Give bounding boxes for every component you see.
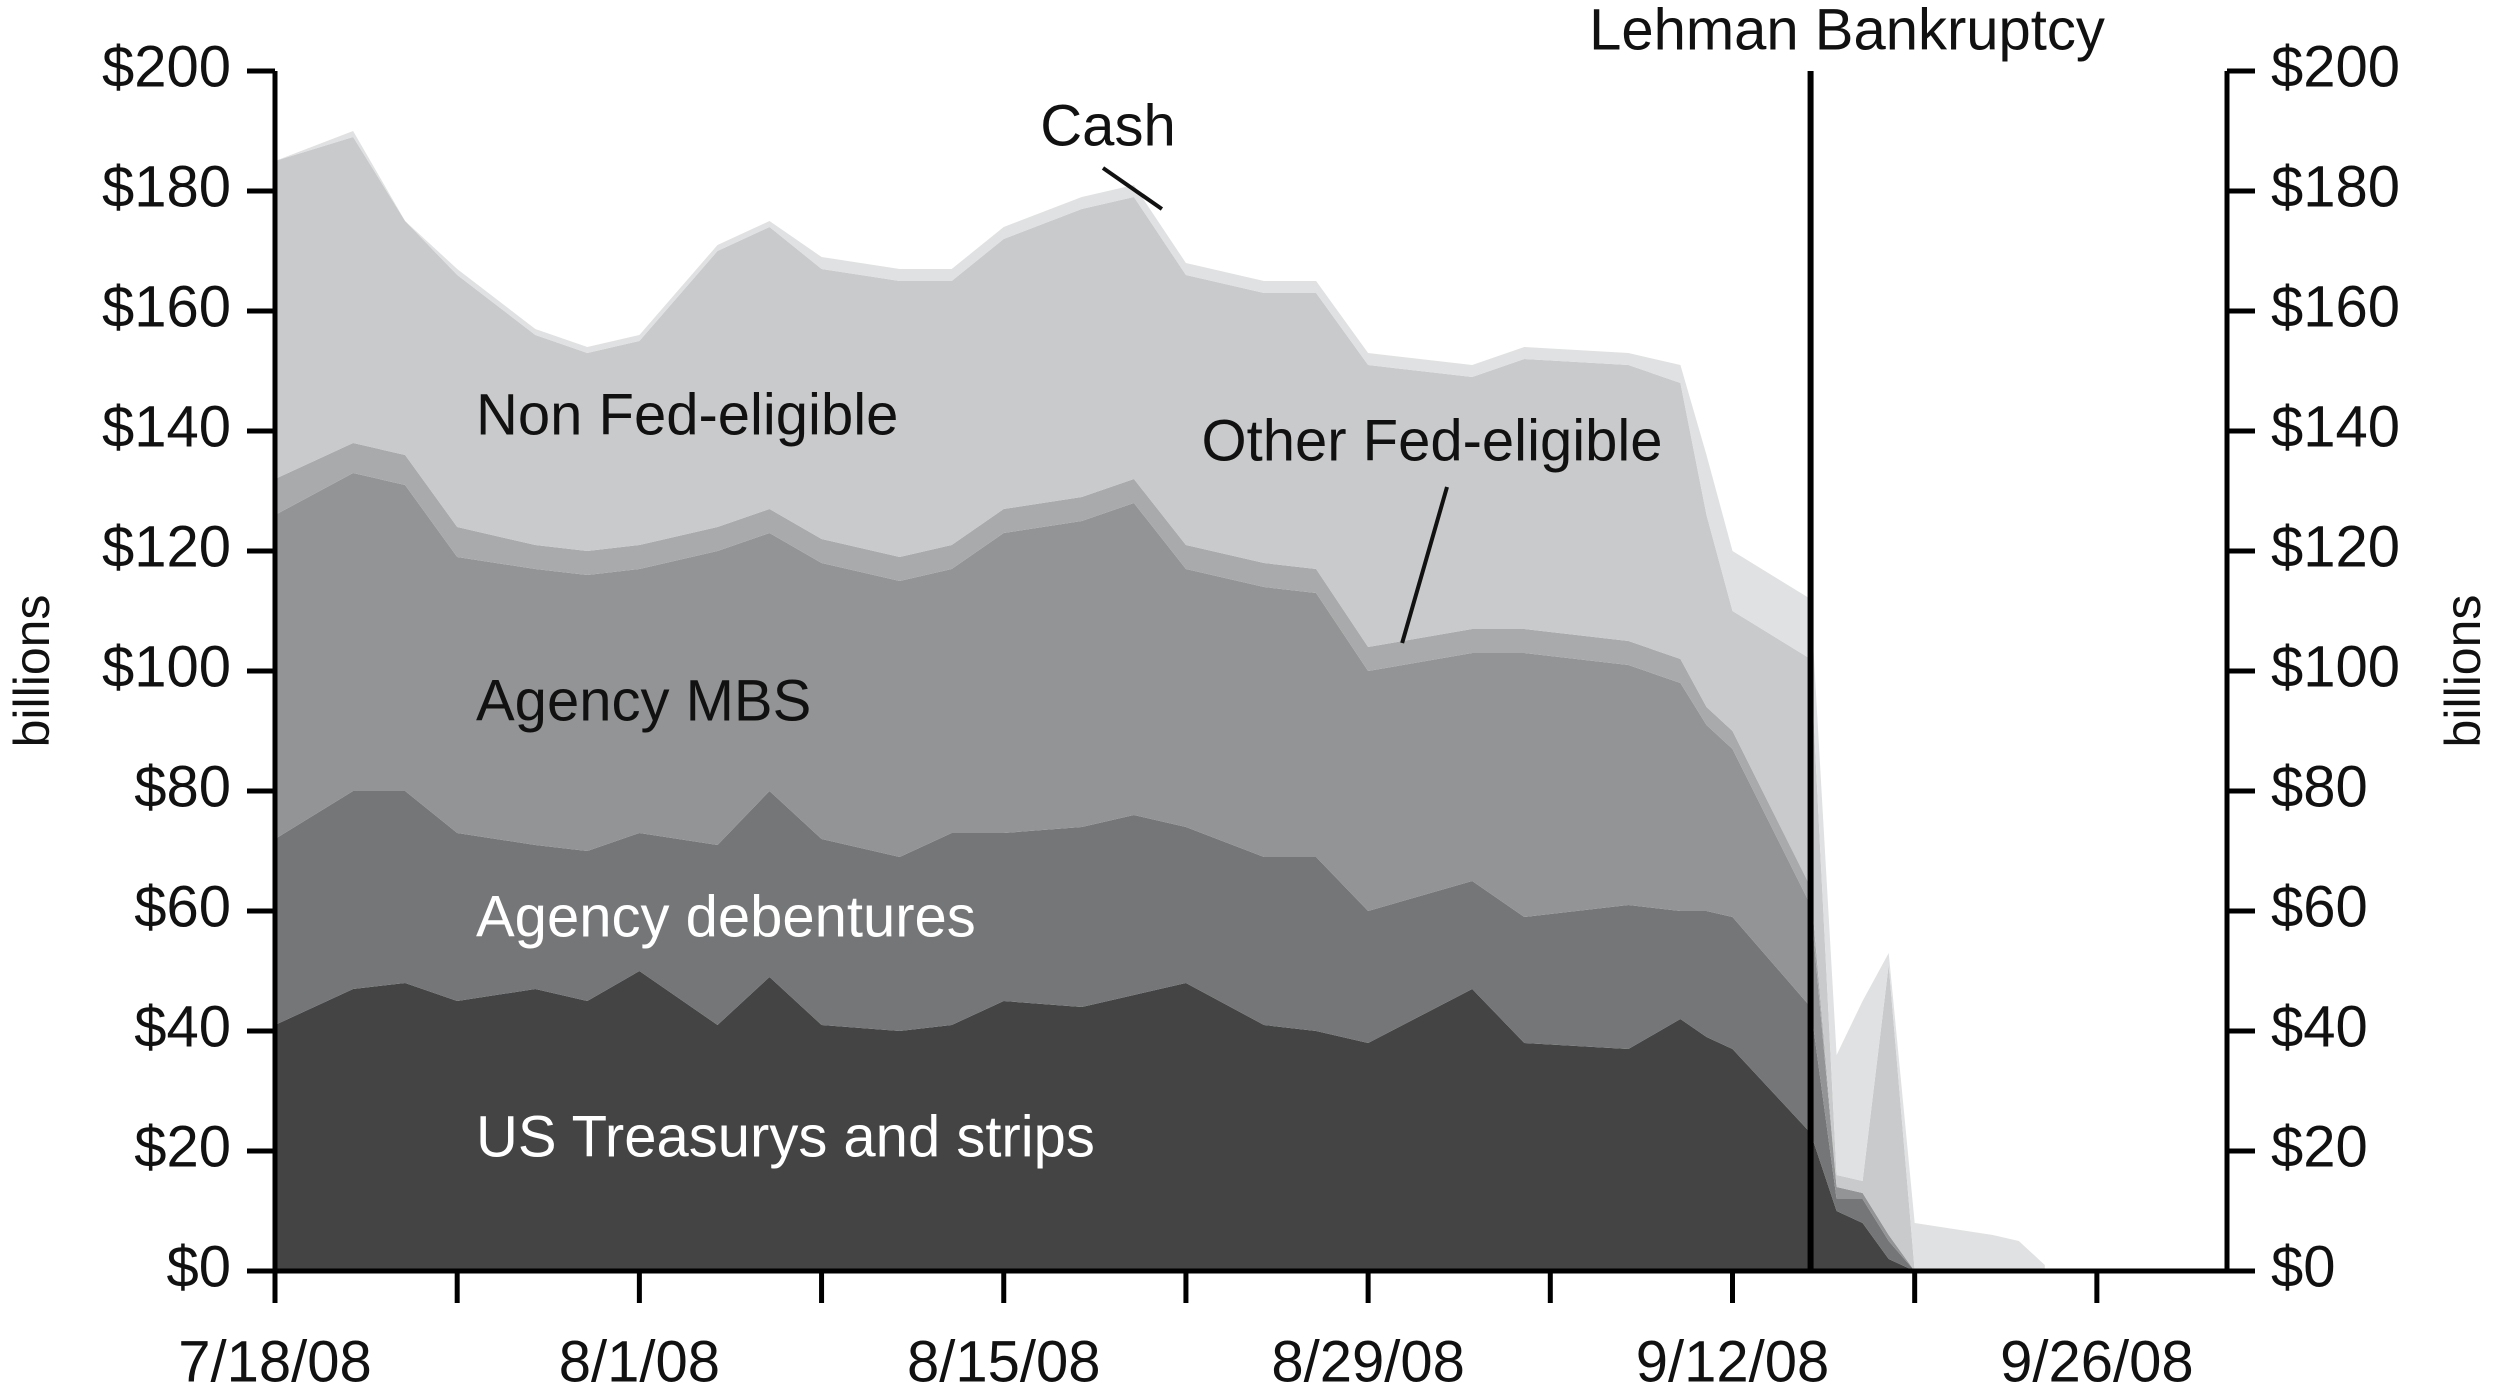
- stacked-areas: [275, 131, 2045, 1271]
- lehman-bankruptcy-label: Lehman Bankruptcy: [1589, 0, 2105, 62]
- other-fed-eligible-leader-line: [1400, 486, 1449, 644]
- x-tick-label: 9/12/08: [1636, 1329, 1830, 1394]
- cash-leader-line: [1101, 166, 1164, 211]
- series-label-non-fed-eligible: Non Fed-eligible: [476, 382, 898, 447]
- y-tick-label-left: $40: [134, 994, 231, 1059]
- area-agency-debentures: [275, 791, 2045, 1271]
- series-label-agency-mbs: Agency MBS: [476, 668, 811, 733]
- y-tick-label-right: $100: [2271, 634, 2400, 699]
- y-tick-label-right: $60: [2271, 874, 2368, 939]
- y-tick-label-left: $0: [166, 1234, 231, 1299]
- y-axis-title-left: billions: [4, 595, 60, 748]
- y-tick-label-right: $120: [2271, 514, 2400, 579]
- x-tick-label: 8/15/08: [907, 1329, 1101, 1394]
- y-tick-label-left: $80: [134, 754, 231, 819]
- area-us-treasurys-and-strips: [275, 971, 2045, 1271]
- y-tick-label-right: $140: [2271, 394, 2400, 459]
- x-tick-label: 7/18/08: [178, 1329, 372, 1394]
- axes: $0 $0 $20 $20 $40 $40 $60 $60 $80 $80 $100 $100 $120…: [4, 34, 2491, 1394]
- series-label-agency-debentures: Agency debentures: [476, 884, 976, 949]
- area-other-fed-eligible: [275, 443, 2045, 1271]
- y-tick-label-left: $120: [102, 514, 231, 579]
- y-tick-label-right: $20: [2271, 1114, 2368, 1179]
- y-tick-label-left: $140: [102, 394, 231, 459]
- cash-label: Cash: [1040, 93, 1175, 158]
- y-tick-label-left: $60: [134, 874, 231, 939]
- area-agency-mbs: [275, 473, 2045, 1271]
- y-tick-label-left: $20: [134, 1114, 231, 1179]
- y-tick-label-right: $40: [2271, 994, 2368, 1059]
- y-axis-title-right: billions: [2435, 595, 2491, 748]
- series-label-us-treasurys-and-strips: US Treasurys and strips: [476, 1104, 1095, 1169]
- y-tick-label-left: $100: [102, 634, 231, 699]
- y-tick-label-right: $200: [2271, 34, 2400, 99]
- x-tick-label: 9/26/08: [2000, 1329, 2194, 1394]
- y-tick-label-right: $80: [2271, 754, 2368, 819]
- y-tick-label-left: $200: [102, 34, 231, 99]
- y-tick-label-right: $0: [2271, 1234, 2336, 1299]
- series-labels: US Treasurys and strips Agency debentures…: [476, 382, 1095, 1169]
- other-fed-eligible-label: Other Fed-eligible: [1202, 408, 1663, 473]
- x-tick-label: 8/29/08: [1271, 1329, 1465, 1394]
- y-tick-label-left: $160: [102, 274, 231, 339]
- y-tick-label-right: $160: [2271, 274, 2400, 339]
- y-tick-label-right: $180: [2271, 154, 2400, 219]
- annotations: Lehman Bankruptcy Cash Other Fed-eligible: [1040, 0, 2105, 1271]
- y-tick-label-left: $180: [102, 154, 231, 219]
- x-tick-label: 8/1/08: [559, 1329, 720, 1394]
- area-non-fed-eligible: [275, 137, 2045, 1271]
